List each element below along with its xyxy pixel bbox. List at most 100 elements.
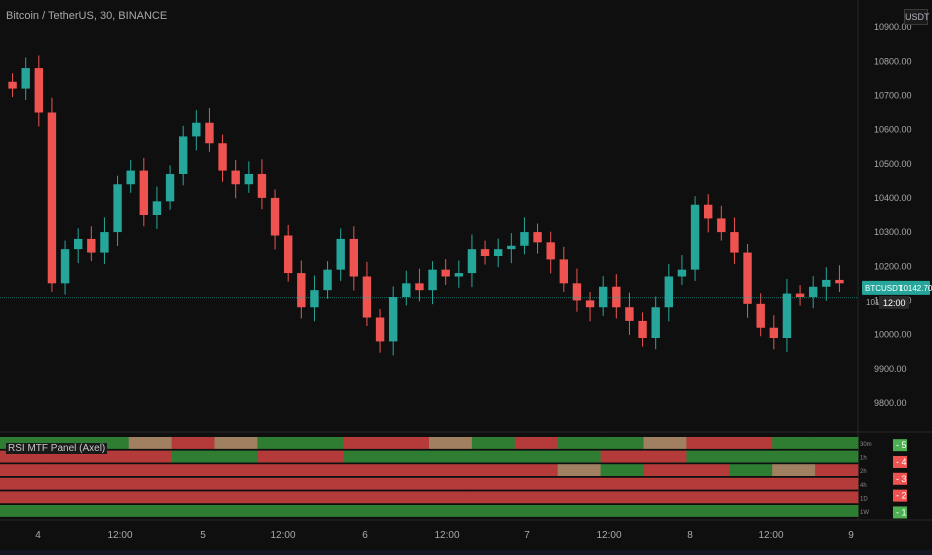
price-axis-label: 10500.00 (874, 159, 912, 169)
indicator-badge-text: - 5 (896, 440, 907, 450)
indicator-cell (729, 450, 773, 463)
indicator-row-label: 30m (860, 442, 872, 448)
currency-unit-button[interactable]: USDT (904, 9, 930, 25)
price-secondary-value: 101 (866, 298, 880, 307)
candle-body (690, 204, 700, 270)
candle-body (218, 143, 227, 171)
indicator-cell (128, 450, 173, 463)
time-axis-label: 12:00 (596, 530, 621, 541)
indicator-cell (214, 505, 258, 518)
time-axis-label: 12:00 (758, 530, 783, 541)
candle-body (323, 269, 332, 291)
indicator-cell (643, 505, 687, 518)
indicator-cell (300, 450, 344, 463)
indicator-cell (343, 464, 387, 477)
candle-body (257, 174, 267, 198)
indicator-badge-text: - 3 (896, 474, 907, 484)
time-axis-label: 8 (687, 530, 693, 541)
candle-body (415, 283, 424, 291)
countdown-background (879, 295, 909, 309)
candle-body (60, 249, 70, 284)
candle-body (192, 122, 201, 137)
indicator-cell (557, 437, 602, 450)
indicator-cell (128, 464, 173, 477)
indicator-cell (429, 464, 473, 477)
candle-body (231, 170, 240, 185)
candle-body (677, 269, 687, 277)
indicator-cell (772, 464, 816, 477)
candle-body (34, 68, 44, 113)
indicator-cell (171, 450, 215, 463)
indicator-cell (772, 505, 816, 518)
indicator-cell (686, 505, 730, 518)
candle-body (270, 197, 280, 236)
candle-body (730, 232, 739, 253)
price-axis-label: 10300.00 (874, 227, 912, 237)
indicator-cell (386, 491, 430, 504)
indicator-cell (85, 477, 130, 490)
indicator-badge (893, 489, 907, 502)
indicator-title[interactable]: RSI MTF Panel (Axel) (6, 443, 108, 454)
candle-body (664, 276, 674, 308)
indicator-cell (429, 491, 473, 504)
indicator-cell (343, 437, 387, 450)
indicator-cell (815, 491, 859, 504)
indicator-cell (343, 505, 387, 518)
indicator-cell (429, 450, 473, 463)
candle-body (598, 286, 608, 308)
indicator-row-label: 1h (860, 456, 867, 462)
time-axis-label: 7 (524, 530, 530, 541)
indicator-cell (643, 491, 687, 504)
indicator-cell (815, 437, 859, 450)
indicator-cell (214, 450, 258, 463)
candle-body (493, 249, 503, 256)
countdown-timer: 12:00 (883, 298, 906, 308)
candle-body (375, 317, 385, 342)
price-axis-label: 9800.00 (874, 398, 907, 408)
candle-body (769, 327, 779, 338)
candle-body (507, 245, 516, 250)
candle-body (178, 136, 188, 174)
candle-body (835, 279, 844, 284)
indicator-cell (42, 505, 87, 518)
candle-body (336, 238, 345, 270)
indicator-cell (643, 464, 687, 477)
indicator-cell (772, 450, 816, 463)
indicator-cell (171, 491, 215, 504)
indicator-cell (557, 505, 602, 518)
candle-body (244, 174, 254, 185)
indicator-cell (514, 491, 559, 504)
indicator-cell (815, 450, 859, 463)
indicator-badge (893, 455, 907, 468)
price-axis-label: 10800.00 (874, 56, 912, 66)
price-axis-label: 10600.00 (874, 125, 912, 135)
indicator-cell (128, 437, 173, 450)
candle-body (612, 286, 621, 308)
price-axis-label: 10200.00 (874, 261, 912, 271)
candle-body (126, 170, 135, 185)
price-tag-background (862, 280, 930, 295)
indicator-cell (0, 491, 44, 504)
indicator-cell (557, 450, 602, 463)
indicator-cell (128, 491, 173, 504)
candle-body (533, 232, 542, 243)
candle-body (625, 307, 634, 321)
indicator-cell (343, 477, 387, 490)
indicator-cell (300, 505, 344, 518)
indicator-cell (257, 464, 301, 477)
indicator-cell (214, 437, 258, 450)
candle-body (388, 297, 398, 342)
indicator-cell (815, 505, 859, 518)
indicator-cell (729, 437, 773, 450)
candle-body (546, 242, 555, 260)
indicator-cell (557, 464, 602, 477)
indicator-row-label: 1W (860, 510, 869, 516)
indicator-cell (257, 450, 301, 463)
price-tag-value: 10142.70 (899, 284, 932, 293)
indicator-badge-text: - 2 (896, 491, 907, 501)
indicator-cell (600, 437, 644, 450)
indicator-cell (429, 505, 473, 518)
candle-body (585, 300, 595, 308)
